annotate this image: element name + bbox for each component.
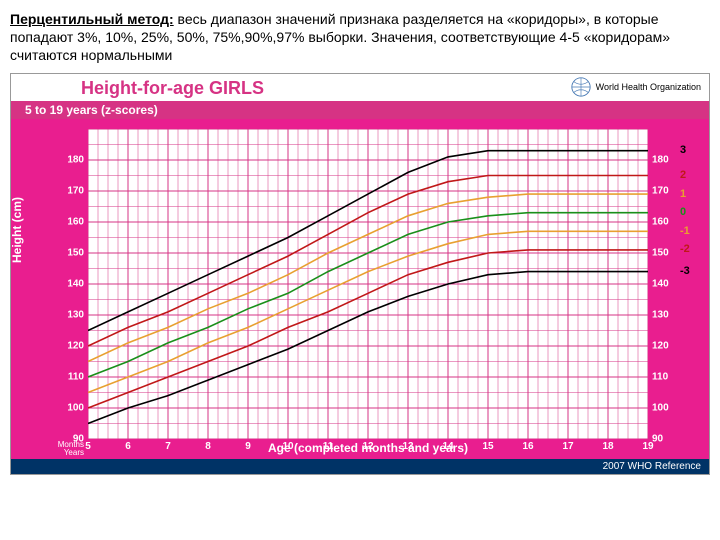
y-tick: 100 [67, 402, 84, 413]
plot-area: Height (cm) Months Years 909010010011011… [11, 119, 709, 459]
y-tick: 150 [67, 247, 84, 258]
x-tick: 17 [562, 441, 573, 452]
y-axis-label: Height (cm) [10, 197, 24, 263]
x-tick: 5 [85, 441, 91, 452]
chart-card: Height-for-age GIRLS World Health Organi… [10, 73, 710, 475]
x-tick: 13 [402, 441, 413, 452]
curve-label: -1 [680, 225, 690, 237]
curve-label: -2 [680, 243, 690, 255]
y-tick: 90 [652, 433, 663, 444]
subtitle-bar: 5 to 19 years (z-scores) [11, 101, 709, 119]
x-tick: 15 [482, 441, 493, 452]
x-tick: 12 [362, 441, 373, 452]
x-tick: 19 [642, 441, 653, 452]
x-tick: 16 [522, 441, 533, 452]
description-bold: Перцентильный метод: [10, 11, 174, 27]
who-logo-icon [570, 76, 592, 98]
plot-svg [88, 129, 648, 439]
x-tick: 18 [602, 441, 613, 452]
description-text: Перцентильный метод: весь диапазон значе… [10, 10, 710, 65]
y-tick: 110 [652, 371, 668, 382]
y-tick: 120 [67, 340, 84, 351]
y-tick: 110 [68, 371, 84, 382]
x-tick: 10 [282, 441, 293, 452]
who-logo-text: World Health Organization [596, 82, 701, 92]
x-tick: 7 [165, 441, 171, 452]
curve-label: -3 [680, 265, 690, 277]
y-tick: 160 [67, 216, 84, 227]
y-tick: 170 [652, 185, 669, 196]
curve-label: 3 [680, 144, 686, 156]
y-tick: 160 [652, 216, 669, 227]
y-tick: 130 [652, 309, 669, 320]
chart-footer: 2007 WHO Reference [11, 459, 709, 474]
x-tick: 14 [442, 441, 453, 452]
x-tick: 11 [323, 441, 334, 452]
y-tick: 140 [652, 278, 669, 289]
plot: Months Years 909010010011011012012013013… [88, 129, 648, 439]
chart-title: Height-for-age GIRLS [81, 78, 264, 98]
x-tick: 6 [125, 441, 131, 452]
y-tick: 120 [652, 340, 669, 351]
x-tick: 9 [245, 441, 251, 452]
curve-label: 1 [680, 188, 686, 200]
y-tick: 100 [652, 402, 669, 413]
curve-label: 2 [680, 169, 686, 181]
x-tick: 8 [205, 441, 211, 452]
y-tick: 130 [67, 309, 84, 320]
y-tick: 90 [73, 433, 84, 444]
curve-label: 0 [680, 206, 686, 218]
y-tick: 180 [652, 154, 669, 165]
y-tick: 150 [652, 247, 669, 258]
y-tick: 180 [67, 154, 84, 165]
y-tick: 140 [67, 278, 84, 289]
y-tick: 170 [67, 185, 84, 196]
chart-header: Height-for-age GIRLS World Health Organi… [11, 74, 709, 101]
who-logo: World Health Organization [570, 76, 701, 98]
